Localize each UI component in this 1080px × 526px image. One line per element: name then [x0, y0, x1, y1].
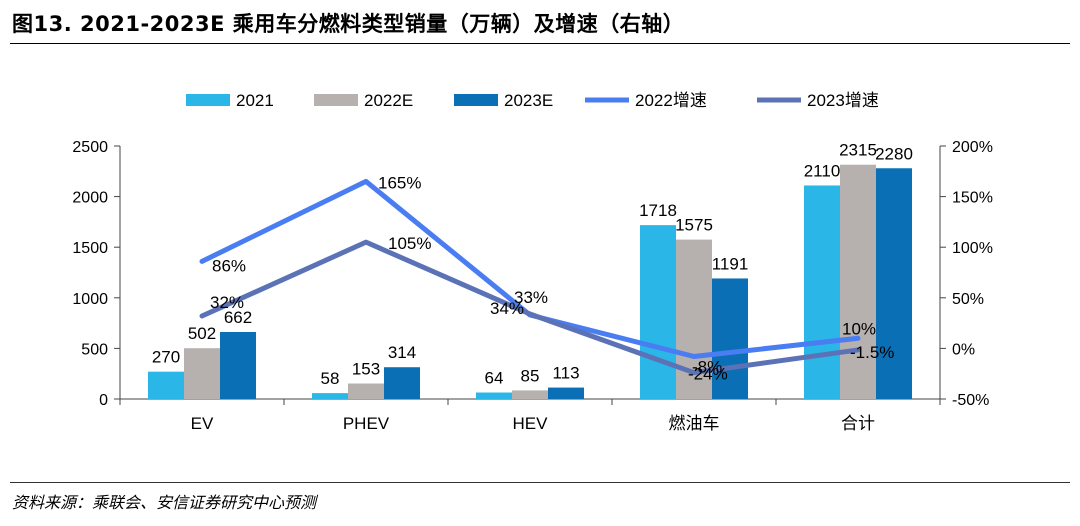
legend-swatch [314, 94, 358, 106]
bar-2021-2 [312, 393, 348, 399]
bar-2021-1 [148, 371, 184, 399]
bar-value-label: 662 [224, 308, 252, 327]
category-label: PHEV [343, 414, 390, 433]
bar-value-label: 270 [152, 348, 180, 367]
bar-value-label: 58 [321, 369, 340, 388]
source-note: 资料来源：乘联会、安信证券研究中心预测 [12, 493, 317, 512]
bar-2023E-5 [876, 168, 912, 399]
right-tick-label: 100% [952, 240, 993, 257]
growth-value-label: -24% [688, 365, 728, 384]
growth-value-label: -8% [692, 357, 722, 376]
bar-2023E-3 [548, 387, 584, 399]
bar-2022E-2 [348, 383, 384, 399]
line-2023增速 [199, 239, 861, 376]
right-tick-label: 150% [952, 190, 993, 207]
growth-value-label: 165% [378, 173, 421, 192]
category-label: 合计 [841, 414, 875, 433]
category-label: EV [191, 414, 214, 433]
bar-2023E-1 [220, 332, 256, 399]
bar-value-label: 113 [552, 364, 579, 383]
bar-value-label: 502 [188, 324, 216, 343]
bar-2022E-3 [512, 390, 548, 399]
bar-2023E-2 [384, 367, 420, 399]
left-tick-label: 1500 [72, 240, 108, 257]
category-label: HEV [513, 414, 549, 433]
legend-label: 2022增速 [635, 91, 707, 110]
figure-title: 图13. 2021-2023E 乘用车分燃料类型销量（万辆）及增速（右轴） [12, 12, 685, 36]
bar-2021-5 [804, 185, 840, 399]
growth-value-label: 10% [842, 319, 876, 338]
bar-value-label: 1575 [675, 216, 713, 235]
legend-label: 2021 [236, 91, 274, 110]
bar-2022E-1 [184, 348, 220, 399]
legend-swatch [454, 94, 498, 106]
axes: 0 500 1000 1500 2000 2500 -50% 0% 50% 100% 150% 200… [72, 139, 993, 433]
left-tick-label: 500 [81, 341, 108, 358]
legend-swatch [186, 94, 230, 106]
bar-value-label: 2110 [804, 161, 841, 180]
legend-label: 2023E [504, 91, 553, 110]
legend-label: 2022E [364, 91, 413, 110]
bar-value-label: 2280 [875, 144, 913, 163]
right-tick-label: -50% [952, 392, 989, 409]
right-tick-label: 50% [952, 291, 984, 308]
bar-2023E-4 [712, 278, 748, 399]
growth-value-label: 32% [210, 293, 244, 312]
legend: 2021 2022E 2023E 2022增速 2023增速 [186, 91, 879, 110]
left-tick-label: 2500 [72, 139, 108, 156]
growth-value-label: 33% [514, 288, 548, 307]
right-tick-label: 0% [952, 341, 975, 358]
title-divider [10, 43, 1070, 44]
bar-value-label: 1718 [639, 201, 677, 220]
bar-value-label: 2315 [839, 141, 877, 160]
bar-value-label: 1191 [712, 254, 749, 273]
legend-label: 2023增速 [807, 91, 879, 110]
left-tick-label: 0 [99, 392, 108, 409]
growth-value-label: 34% [490, 299, 524, 318]
right-tick-label: 200% [952, 139, 993, 156]
bar-value-label: 314 [388, 343, 416, 362]
left-tick-label: 1000 [72, 291, 108, 308]
category-label: 燃油车 [669, 414, 720, 433]
bars [148, 164, 912, 399]
data-labels: 270 58 64 1718 2110 502 153 85 1575 2315 662 314 113… [152, 141, 913, 388]
growth-lines [199, 178, 861, 376]
bar-value-label: 153 [352, 360, 380, 379]
growth-value-label: 86% [212, 256, 246, 275]
left-tick-label: 2000 [72, 190, 108, 207]
bar-value-label: 64 [485, 369, 504, 388]
growth-value-label: -1.5% [850, 343, 894, 362]
growth-value-label: 105% [388, 234, 431, 253]
source-divider [10, 482, 1070, 483]
bar-2021-3 [476, 392, 512, 399]
bar-2021-4 [640, 225, 676, 399]
bar-2022E-5 [840, 164, 876, 399]
bar-value-label: 85 [521, 366, 540, 385]
